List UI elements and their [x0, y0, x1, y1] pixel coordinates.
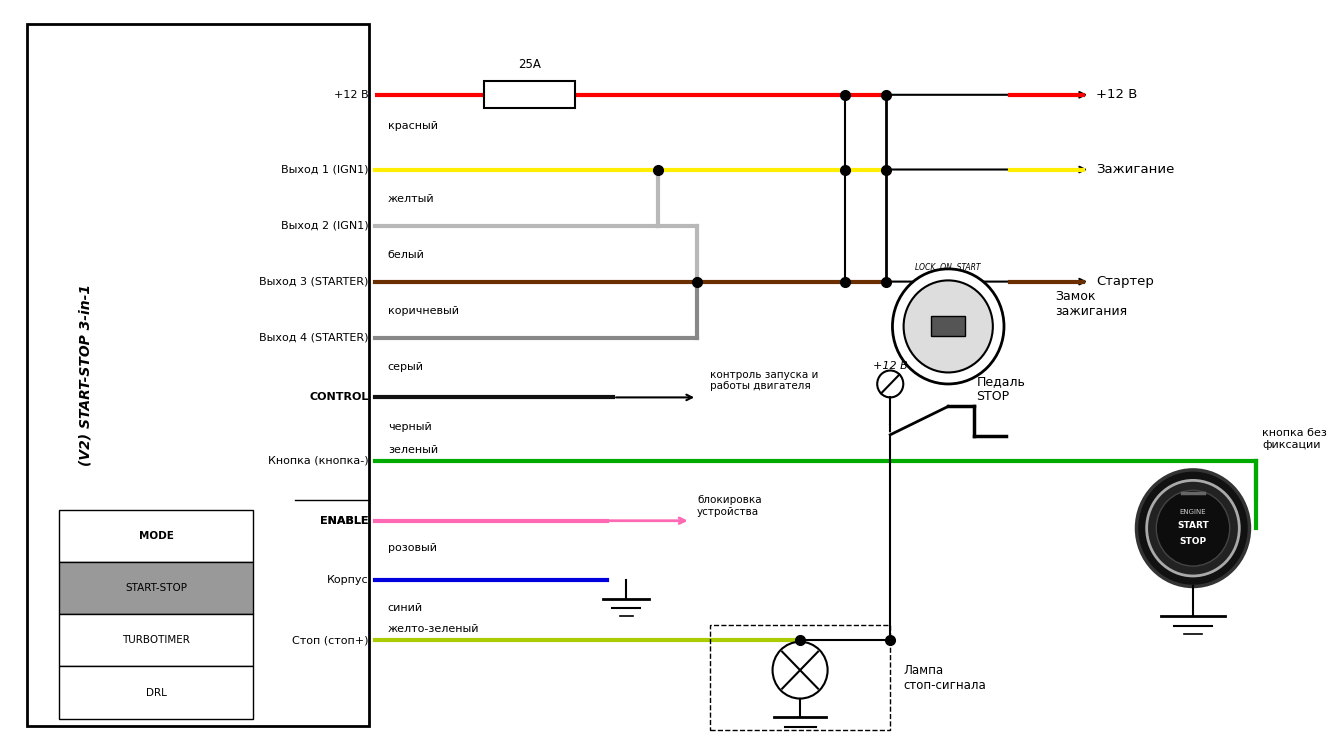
Text: ENABLE: ENABLE [320, 516, 368, 526]
Text: серый: серый [388, 362, 424, 372]
Text: (V2) START-STOP 3-in-1: (V2) START-STOP 3-in-1 [79, 284, 92, 466]
Bar [59, 667, 252, 718]
Text: CONTROL: CONTROL [309, 392, 368, 403]
Text: блокировка
устройства: блокировка устройства [698, 495, 762, 517]
Text: Выход 2 (IGN1): Выход 2 (IGN1) [281, 220, 368, 230]
Text: Замок
зажигания: Замок зажигания [1055, 290, 1127, 318]
Bar [931, 316, 964, 337]
Text: ENGINE: ENGINE [1179, 509, 1206, 515]
Ellipse shape [1157, 490, 1230, 566]
Text: коричневый: коричневый [388, 306, 459, 316]
Ellipse shape [903, 280, 992, 373]
Text: Стартер: Стартер [1097, 275, 1154, 288]
Bar [59, 614, 252, 667]
Text: Выход 3 (STARTER): Выход 3 (STARTER) [259, 277, 368, 286]
Text: кнопка без
фиксации: кнопка без фиксации [1262, 428, 1327, 450]
Text: +12 В: +12 В [872, 362, 907, 371]
Bar [59, 562, 252, 614]
Text: желто-зеленый: желто-зеленый [388, 624, 479, 634]
Text: DRL: DRL [145, 688, 167, 698]
Text: Стоп (стоп+): Стоп (стоп+) [292, 635, 368, 645]
Ellipse shape [1147, 481, 1239, 576]
Text: белый: белый [388, 251, 424, 260]
Text: STOP: STOP [1179, 537, 1206, 546]
Ellipse shape [772, 642, 827, 698]
Text: MODE: MODE [139, 531, 173, 541]
Text: контроль запуска и
работы двигателя: контроль запуска и работы двигателя [710, 370, 818, 392]
Text: черный: черный [388, 422, 432, 432]
Ellipse shape [892, 269, 1005, 384]
Text: Выход 4 (STARTER): Выход 4 (STARTER) [259, 333, 368, 343]
Text: розовый: розовый [388, 543, 436, 554]
Bar [27, 24, 368, 726]
Text: Корпус: Корпус [327, 575, 368, 586]
Text: Выход 1 (IGN1): Выход 1 (IGN1) [281, 164, 368, 175]
Text: Лампа
стоп-сигнала: Лампа стоп-сигнала [903, 664, 986, 692]
Text: Кнопка (кнопка-): Кнопка (кнопка-) [268, 456, 368, 466]
Text: START-STOP: START-STOP [125, 583, 187, 593]
Text: START: START [1177, 521, 1209, 530]
Text: зеленый: зеленый [388, 445, 438, 455]
Text: желтый: желтый [388, 194, 435, 204]
Text: TURBOTIMER: TURBOTIMER [121, 635, 189, 645]
Text: +12 В: +12 В [1097, 88, 1138, 101]
Text: красный: красный [388, 121, 438, 131]
Text: ENABLE: ENABLE [320, 516, 368, 526]
Text: +12 В: +12 В [334, 90, 368, 100]
Text: Зажигание: Зажигание [1097, 163, 1175, 176]
Ellipse shape [878, 370, 903, 398]
Text: LOCK  ON  START: LOCK ON START [915, 262, 980, 272]
Text: Педаль
STOP: Педаль STOP [976, 375, 1026, 403]
Text: синий: синий [388, 603, 423, 613]
Bar [484, 81, 575, 108]
Bar [710, 626, 890, 730]
Ellipse shape [1137, 470, 1250, 586]
Bar [59, 509, 252, 562]
Text: 25A: 25A [518, 58, 542, 71]
